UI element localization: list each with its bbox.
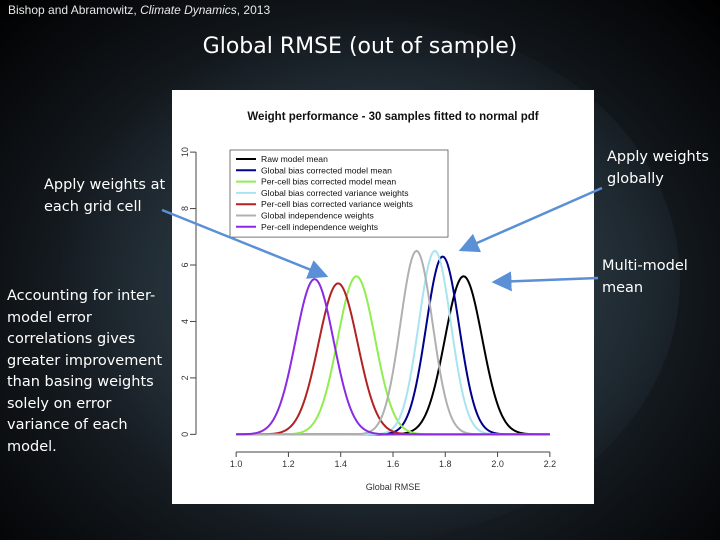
legend-entry: Raw model mean (261, 154, 328, 164)
legend-entry: Per-cell bias corrected variance weights (261, 199, 413, 209)
legend-entry: Per-cell independence weights (261, 222, 378, 232)
y-tick-label: 10 (180, 147, 190, 157)
chart-panel: Weight performance - 30 samples fitted t… (172, 90, 594, 504)
x-tick-label: 1.4 (334, 459, 347, 469)
y-tick-label: 4 (180, 319, 190, 324)
x-tick-label: 1.0 (230, 459, 243, 469)
citation: Bishop and Abramowitz, Climate Dynamics,… (8, 3, 270, 17)
x-tick-label: 1.6 (387, 459, 400, 469)
citation-authors: Bishop and Abramowitz, (8, 3, 141, 17)
y-tick-label: 0 (180, 432, 190, 437)
y-tick-label: 6 (180, 263, 190, 268)
series-curve (236, 249, 550, 436)
y-tick-label: 2 (180, 375, 190, 380)
chart-title: Weight performance - 30 samples fitted t… (247, 111, 538, 123)
citation-year: , 2013 (236, 3, 271, 17)
note-inter-model-correlations: Accounting for inter-model error correla… (7, 288, 163, 455)
x-tick-label: 1.2 (282, 459, 295, 469)
y-tick-label: 8 (180, 206, 190, 211)
legend-entry: Global independence weights (261, 211, 374, 221)
legend-entry: Global bias corrected model mean (261, 165, 392, 175)
slide-title: Global RMSE (out of sample) (202, 34, 518, 59)
note-grid-cell-weights: Apply weights at each grid cell (44, 177, 166, 215)
series-curve (236, 278, 550, 436)
x-axis-label: Global RMSE (366, 482, 421, 492)
x-tick-label: 2.0 (491, 459, 504, 469)
legend-entry: Global bias corrected variance weights (261, 188, 409, 198)
series-curve (236, 255, 550, 436)
x-tick-label: 2.2 (544, 459, 557, 469)
series-curve (236, 249, 550, 436)
x-tick-label: 1.8 (439, 459, 452, 469)
series-curve (236, 275, 550, 436)
legend-entry: Per-cell bias corrected model mean (261, 177, 396, 187)
note-multi-model-mean: Multi-model mean (602, 258, 688, 296)
note-global-weights: Apply weights globally (607, 149, 709, 187)
weight-performance-chart: Weight performance - 30 samples fitted t… (180, 111, 557, 492)
citation-journal: Climate Dynamics (140, 3, 237, 17)
